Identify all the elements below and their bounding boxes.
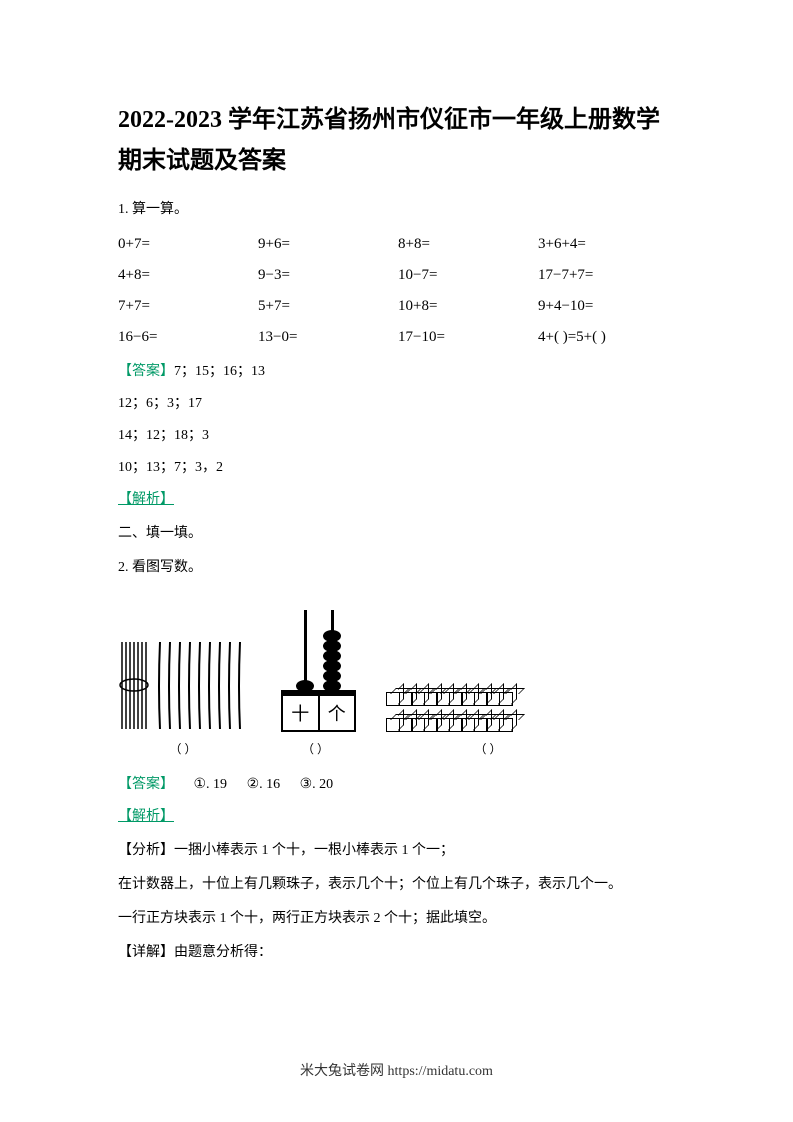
parse-label: 【解析】: [118, 805, 675, 825]
detail-text: 由题意分析得：: [174, 945, 272, 960]
stick-bundle-icon: [118, 637, 150, 732]
math-expr: 7+7=: [118, 298, 208, 315]
math-row-1: 0+7= 9+6= 8+8= 3+6+4=: [118, 236, 675, 253]
abacus-diagram: 十 个: [281, 590, 356, 732]
bead-icon: [296, 680, 314, 692]
abacus-tens-col: [304, 610, 307, 690]
math-expr: 10+8=: [398, 298, 488, 315]
analysis-label: 【分析】: [118, 843, 174, 858]
diagram-row: 十 个: [118, 590, 675, 732]
answer-label: 【答案】: [118, 364, 174, 379]
math-expr: 0+7=: [118, 236, 208, 253]
loose-sticks-icon: [156, 637, 251, 732]
cube-row: [386, 692, 511, 706]
sticks-diagram: [118, 637, 251, 732]
q2-answer-3: ③. 20: [300, 777, 334, 792]
math-expr: 9+4−10=: [538, 298, 648, 315]
cube-icon: [499, 692, 513, 706]
answer-blank: （ ）: [413, 740, 563, 757]
math-expr: 9+6=: [258, 236, 348, 253]
abacus-tens-label: 十: [283, 696, 320, 730]
detail-label: 【详解】: [118, 945, 174, 960]
math-expr: 13−0=: [258, 329, 348, 346]
math-expr: 10−7=: [398, 267, 488, 284]
math-expr: 9−3=: [258, 267, 348, 284]
cube-icon: [499, 718, 513, 732]
answer-label: 【答案】: [118, 777, 174, 792]
answer-blank: （ ）: [278, 740, 353, 757]
math-row-3: 7+7= 5+7= 10+8= 9+4−10=: [118, 298, 675, 315]
loose-sticks: [156, 637, 251, 732]
page-title: 2022-2023 学年江苏省扬州市仪征市一年级上册数学期末试题及答案: [118, 100, 675, 182]
answer-line: 14；12；18；3: [118, 424, 675, 444]
analysis-text: 一行正方块表示 1 个十，两行正方块表示 2 个十；据此填空。: [118, 907, 675, 927]
answer-blank: （ ）: [118, 740, 248, 757]
math-expr: 8+8=: [398, 236, 488, 253]
parse-label: 【解析】: [118, 488, 675, 508]
math-row-2: 4+8= 9−3= 10−7= 17−7+7=: [118, 267, 675, 284]
abacus-labels: 十 个: [281, 696, 356, 732]
abacus-ones-col: [331, 610, 334, 690]
footer-text: 米大兔试卷网 https://midatu.com: [0, 1060, 793, 1080]
math-expr: 17−10=: [398, 329, 488, 346]
q2-answer-1: ①. 19: [194, 777, 228, 792]
math-expr: 4+( )=5+( ): [538, 329, 648, 346]
cube-row: [386, 718, 511, 732]
q2-label: 2. 看图写数。: [118, 556, 675, 576]
math-expr: 16−6=: [118, 329, 208, 346]
math-row-4: 16−6= 13−0= 17−10= 4+( )=5+( ): [118, 329, 675, 346]
answer-line: 10；13；7；3，2: [118, 456, 675, 476]
analysis-text: 在计数器上，十位上有几颗珠子，表示几个十；个位上有几个珠子，表示几个一。: [118, 873, 675, 893]
paren-row: （ ） （ ） （ ）: [118, 740, 675, 757]
q1-label: 1. 算一算。: [118, 198, 675, 218]
section-2-header: 二、填一填。: [118, 522, 675, 542]
math-expr: 4+8=: [118, 267, 208, 284]
abacus-ones-label: 个: [320, 696, 355, 730]
math-expr: 5+7=: [258, 298, 348, 315]
answer-line: 12；6；3；17: [118, 392, 675, 412]
analysis-text: 一捆小棒表示 1 个十，一根小棒表示 1 个一；: [174, 843, 454, 858]
math-expr: 3+6+4=: [538, 236, 648, 253]
math-expr: 17−7+7=: [538, 267, 648, 284]
cubes-diagram: [386, 692, 511, 732]
answer-text: 7；15；16；13: [174, 364, 265, 379]
q2-answer-2: ②. 16: [247, 777, 281, 792]
bead-icon: [323, 680, 341, 692]
